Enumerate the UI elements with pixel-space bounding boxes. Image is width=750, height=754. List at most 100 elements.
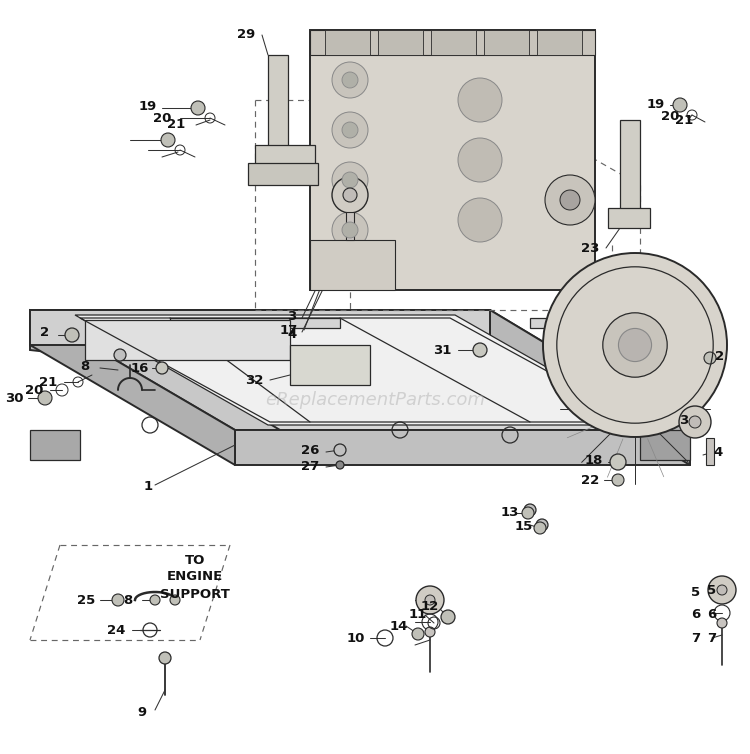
Circle shape <box>610 454 626 470</box>
Circle shape <box>458 78 502 122</box>
Circle shape <box>114 349 126 361</box>
Polygon shape <box>490 310 690 465</box>
Text: 1: 1 <box>143 480 152 494</box>
Circle shape <box>612 474 624 486</box>
Text: 6: 6 <box>707 608 717 621</box>
Text: 3: 3 <box>680 413 688 427</box>
Text: 29: 29 <box>237 27 255 41</box>
Text: 8: 8 <box>80 360 90 373</box>
Text: 26: 26 <box>301 445 320 458</box>
Polygon shape <box>255 145 315 165</box>
Polygon shape <box>170 318 340 328</box>
Polygon shape <box>484 30 529 55</box>
Circle shape <box>159 652 171 664</box>
Text: 8: 8 <box>123 593 133 606</box>
Text: 13: 13 <box>501 505 519 519</box>
Circle shape <box>717 618 727 628</box>
Text: 24: 24 <box>106 624 125 636</box>
Polygon shape <box>248 163 318 185</box>
Circle shape <box>332 62 368 98</box>
Circle shape <box>38 391 52 405</box>
Polygon shape <box>268 55 288 160</box>
Text: TO
ENGINE
SUPPORT: TO ENGINE SUPPORT <box>160 553 230 600</box>
Polygon shape <box>346 212 354 240</box>
Circle shape <box>170 595 180 605</box>
Polygon shape <box>85 320 290 360</box>
Circle shape <box>342 122 358 138</box>
Polygon shape <box>608 208 650 228</box>
Polygon shape <box>75 315 648 425</box>
Text: 25: 25 <box>76 594 95 608</box>
Text: 31: 31 <box>433 344 451 357</box>
Polygon shape <box>310 30 595 290</box>
Text: 5: 5 <box>692 586 700 599</box>
Polygon shape <box>537 30 582 55</box>
Circle shape <box>425 595 435 605</box>
Text: 4: 4 <box>713 446 723 459</box>
Polygon shape <box>431 30 476 55</box>
Circle shape <box>425 627 435 637</box>
Text: 11: 11 <box>409 608 428 621</box>
Circle shape <box>545 175 595 225</box>
Text: 15: 15 <box>514 520 533 532</box>
Text: 22: 22 <box>580 474 599 486</box>
Circle shape <box>543 253 727 437</box>
Circle shape <box>458 138 502 182</box>
Text: 21: 21 <box>39 375 57 388</box>
Text: 16: 16 <box>130 363 149 375</box>
Text: 2: 2 <box>716 350 724 363</box>
Circle shape <box>524 504 536 516</box>
Text: 27: 27 <box>301 461 320 474</box>
Text: 6: 6 <box>692 608 700 621</box>
Text: 30: 30 <box>4 391 23 404</box>
Circle shape <box>536 519 548 531</box>
Text: 3: 3 <box>287 309 296 323</box>
Circle shape <box>161 133 175 147</box>
Polygon shape <box>620 120 640 225</box>
Circle shape <box>560 190 580 210</box>
Text: 20: 20 <box>661 109 680 122</box>
Circle shape <box>689 416 701 428</box>
Text: 17: 17 <box>280 323 298 336</box>
Circle shape <box>332 112 368 148</box>
Text: 19: 19 <box>646 97 665 111</box>
Text: 7: 7 <box>707 632 716 645</box>
Text: eReplacementParts.com: eReplacementParts.com <box>265 391 485 409</box>
Circle shape <box>708 576 736 604</box>
Text: 18: 18 <box>585 453 603 467</box>
Text: 12: 12 <box>421 599 440 612</box>
Circle shape <box>342 172 358 188</box>
Circle shape <box>522 507 534 519</box>
Polygon shape <box>30 310 235 465</box>
Circle shape <box>156 362 168 374</box>
Circle shape <box>441 610 455 624</box>
Polygon shape <box>30 310 280 430</box>
Circle shape <box>603 313 668 377</box>
Polygon shape <box>310 30 595 55</box>
Circle shape <box>458 198 502 242</box>
Circle shape <box>332 177 368 213</box>
Text: 20: 20 <box>25 384 44 397</box>
Circle shape <box>704 352 716 364</box>
Polygon shape <box>325 30 370 55</box>
Polygon shape <box>30 310 690 430</box>
Circle shape <box>112 594 124 606</box>
Circle shape <box>332 162 368 198</box>
Polygon shape <box>30 310 75 355</box>
Text: 10: 10 <box>346 632 365 645</box>
Circle shape <box>473 343 487 357</box>
Text: 32: 32 <box>244 373 263 387</box>
Polygon shape <box>706 438 714 465</box>
Circle shape <box>412 628 424 640</box>
Circle shape <box>332 212 368 248</box>
Circle shape <box>150 595 160 605</box>
Circle shape <box>619 329 652 362</box>
Text: 7: 7 <box>692 632 700 645</box>
Text: 21: 21 <box>166 118 185 131</box>
Polygon shape <box>640 430 690 460</box>
Circle shape <box>342 222 358 238</box>
Text: 23: 23 <box>580 241 599 255</box>
Text: 19: 19 <box>139 100 158 114</box>
Text: 21: 21 <box>675 115 693 127</box>
Circle shape <box>65 328 79 342</box>
